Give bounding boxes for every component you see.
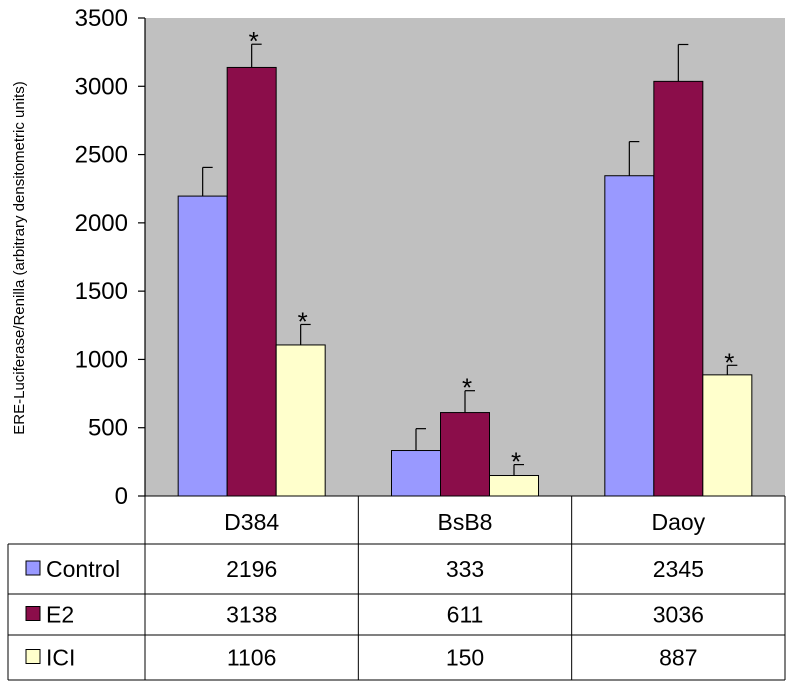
y-tick-label: 500 (88, 415, 128, 442)
significance-marker: * (462, 373, 472, 403)
legend-label: ICI (46, 645, 75, 671)
bar (275, 344, 326, 497)
y-tick-label: 3500 (75, 5, 128, 32)
bar (653, 80, 704, 497)
table-cell-value: 3138 (226, 602, 277, 628)
bar (604, 175, 655, 497)
table-cell-value: 2196 (226, 556, 277, 582)
bar (226, 66, 277, 497)
y-axis-ticks: 0 500 1000 1500 2000 2500 3000 3500 (75, 5, 146, 510)
y-tick-label: 2500 (75, 142, 128, 169)
significance-marker: * (724, 347, 734, 377)
y-tick-label: 3000 (75, 73, 128, 100)
table-cell-value: 3036 (653, 602, 704, 628)
table-cell-value: 887 (659, 645, 697, 671)
bar (702, 374, 753, 497)
category-label: Daoy (651, 509, 705, 535)
table-cell-value: 611 (447, 602, 484, 628)
table-cell-value: 2345 (653, 556, 704, 582)
legend-label: Control (46, 556, 120, 582)
y-tick-label: 1500 (75, 278, 128, 305)
table-cell-value: 1106 (227, 645, 276, 671)
bar (440, 412, 490, 497)
legend-swatch (25, 560, 41, 576)
bar (177, 195, 228, 497)
y-axis-label: ERE-Luciferase/Renilla (arbitrary densit… (11, 81, 28, 434)
bars: * * * * * (177, 26, 753, 497)
significance-marker: * (298, 306, 308, 336)
bar (391, 450, 441, 497)
significance-marker: * (511, 447, 521, 477)
legend-label: E2 (46, 602, 74, 628)
category-label: D384 (224, 509, 279, 535)
y-tick-label: 0 (115, 483, 128, 510)
legend-swatch (25, 606, 41, 621)
y-tick-label: 2000 (75, 210, 128, 237)
data-table: D384 BsB8 Daoy Control 2196 333 2345 E2 3138 611 3… (7, 495, 786, 681)
table-cell-value: 150 (446, 645, 484, 671)
y-tick-label: 1000 (75, 346, 128, 373)
bar (489, 475, 539, 497)
category-label: BsB8 (438, 509, 493, 535)
significance-marker: * (249, 26, 259, 56)
legend-swatch (25, 649, 41, 664)
table-cell-value: 333 (446, 556, 484, 582)
